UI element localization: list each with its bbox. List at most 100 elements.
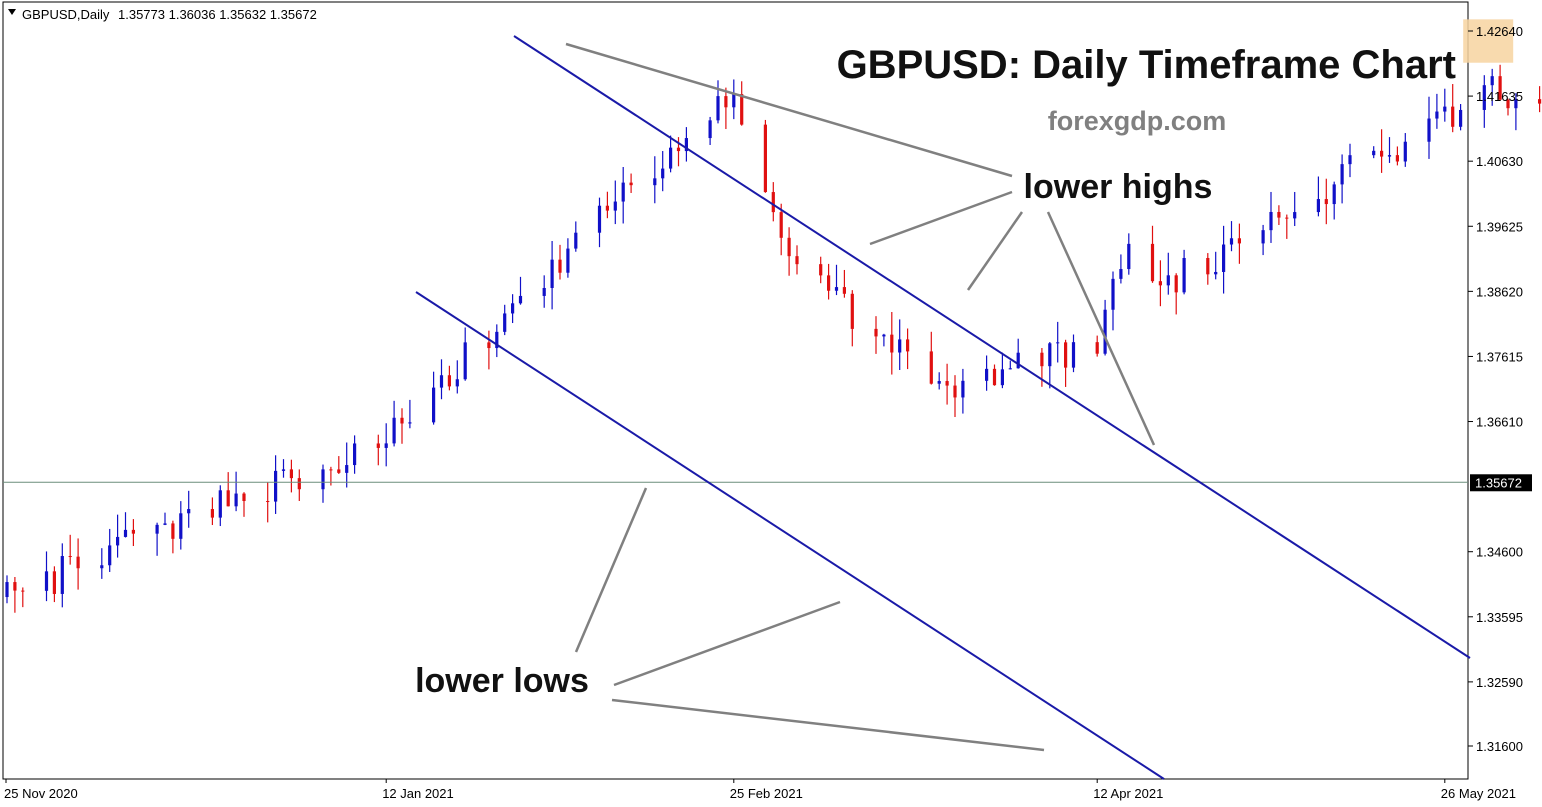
candle-body [1269, 211, 1273, 231]
candle-body [76, 556, 80, 569]
y-tick-label: 1.37615 [1476, 349, 1523, 364]
y-tick-label: 1.38620 [1476, 284, 1523, 299]
candle-body [1222, 244, 1226, 272]
candle-body [511, 303, 515, 314]
candle-body [1324, 199, 1328, 205]
candle-body [613, 201, 617, 211]
candle-body [1229, 238, 1234, 245]
candle-body [234, 493, 238, 507]
candle-body [1348, 155, 1352, 165]
candle-body [1119, 269, 1123, 279]
candle-body [1000, 369, 1004, 386]
candle-body [890, 334, 894, 353]
candle-body [5, 582, 9, 598]
candle-body [1040, 352, 1044, 367]
candle-body [1372, 150, 1376, 156]
pointer-high-1 [565, 42, 1013, 178]
current-price-tag: 1.35672 [1470, 474, 1532, 492]
candle-body [621, 182, 625, 202]
ohlc-values: 1.35773 1.36036 1.35632 1.35672 [118, 7, 317, 22]
candle-body [281, 469, 286, 471]
candle-body [629, 182, 633, 186]
candle-body [937, 381, 941, 384]
candle-body [819, 264, 823, 276]
candle-body [992, 368, 997, 386]
candle-body [108, 545, 112, 566]
candle-body [384, 443, 388, 448]
candle-body [566, 248, 570, 273]
pointer-high-2 [869, 190, 1013, 246]
highlight-boxes [1463, 19, 1514, 63]
candle-body [882, 334, 886, 337]
upper-trendline [513, 35, 1471, 659]
candle-body [874, 328, 878, 337]
candle-body [1064, 342, 1068, 368]
candle-body [297, 478, 301, 490]
candle-body [1387, 155, 1392, 157]
x-tick-label: 25 Feb 2021 [730, 786, 803, 801]
candle-body [929, 351, 933, 384]
candle-body [495, 331, 499, 349]
candle-body [100, 565, 104, 569]
candle-body [542, 287, 546, 296]
candle-body [52, 571, 56, 594]
candle-body [13, 582, 17, 591]
candle-body [1538, 99, 1542, 104]
candle-body [1435, 111, 1439, 119]
candle-body [661, 168, 665, 179]
x-tick-label: 26 May 2021 [1441, 786, 1516, 801]
candle-body [1482, 85, 1486, 110]
candle-body [669, 147, 673, 169]
candle-body [827, 275, 831, 291]
candle-body [945, 381, 949, 386]
candle-body [1111, 278, 1115, 310]
current-price-tag-bg [1470, 474, 1532, 492]
y-tick-label: 1.40630 [1476, 154, 1523, 169]
candle-body [1214, 271, 1218, 275]
pointer-low-1 [574, 487, 648, 653]
candle-body [1506, 99, 1510, 109]
candle-body [550, 259, 554, 288]
candle-body [1340, 164, 1344, 185]
candle-body [116, 536, 120, 546]
lower-trendline [415, 291, 1165, 780]
candle-body [732, 94, 736, 108]
candle-body [1277, 211, 1281, 218]
dropdown-triangle-icon[interactable] [8, 9, 16, 15]
symbol-label: GBPUSD,Daily [22, 7, 110, 22]
candle-body [1514, 99, 1518, 109]
candle-body [242, 493, 246, 502]
candle-body [653, 178, 657, 186]
candle-body [1174, 275, 1178, 293]
candle-body [376, 443, 380, 448]
candle-body [131, 529, 135, 534]
candle-body [1103, 309, 1107, 354]
candle-body [337, 469, 341, 473]
candle-body [953, 385, 957, 398]
candle-body [961, 380, 965, 398]
candle-body [740, 94, 744, 125]
candle-body [1380, 150, 1384, 157]
candle-body [487, 342, 491, 349]
candle-body [289, 469, 293, 479]
candle-body [408, 422, 412, 424]
candle-body [60, 556, 64, 594]
candle-body [985, 368, 989, 381]
candle-body [439, 375, 444, 388]
candle-body [1150, 243, 1155, 282]
candle-body [179, 513, 183, 539]
candle-body [1427, 118, 1431, 142]
candle-body [1166, 275, 1170, 286]
candle-body [1395, 155, 1399, 162]
candles [5, 64, 1542, 613]
candle-body [1403, 141, 1407, 162]
candle-body [605, 205, 609, 211]
candle-body [503, 313, 507, 332]
candle-body [187, 509, 191, 514]
candle-body [1048, 343, 1052, 367]
candle-body [68, 556, 72, 558]
y-tick-label: 1.36610 [1476, 415, 1523, 430]
candle-body [1490, 76, 1494, 86]
candle-body [21, 590, 25, 592]
